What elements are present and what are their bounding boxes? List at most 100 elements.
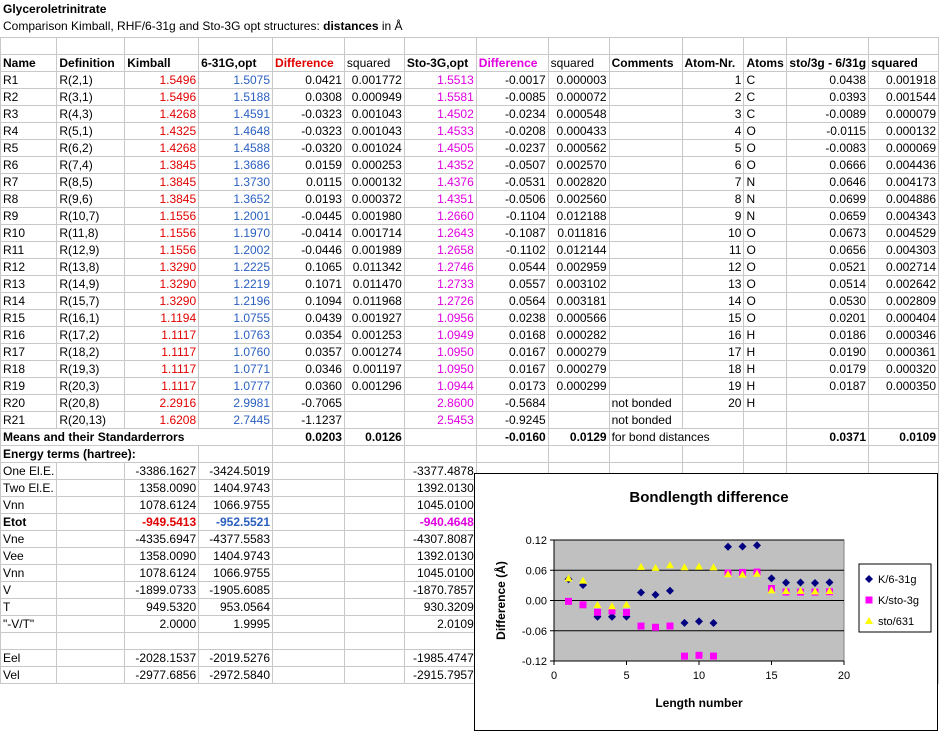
table-cell[interactable]: 1.2726 (403, 292, 477, 310)
table-cell[interactable]: 14 (681, 292, 745, 310)
table-cell[interactable]: -0.0085 (475, 88, 549, 106)
table-cell[interactable] (608, 241, 683, 259)
table-cell[interactable]: C (743, 105, 788, 123)
table-cell[interactable]: 0.011968 (343, 292, 405, 310)
table-cell[interactable]: 0.0115 (272, 173, 345, 191)
table-cell[interactable]: R5 (0, 139, 58, 157)
table-cell[interactable] (608, 139, 683, 157)
energy-label[interactable]: T (0, 598, 58, 616)
table-cell[interactable]: 0.000350 (868, 377, 939, 395)
energy-631g[interactable]: 1.9995 (198, 615, 274, 633)
table-cell[interactable]: 0.001989 (343, 241, 405, 259)
table-cell[interactable]: R(14,9) (56, 275, 126, 293)
energy-label[interactable]: Vee (0, 547, 58, 565)
table-cell[interactable]: 0.1065 (272, 258, 345, 276)
energy-631g[interactable] (198, 632, 274, 650)
table-cell[interactable]: 0.0354 (272, 326, 345, 344)
cell[interactable] (56, 649, 126, 667)
energy-kimball[interactable]: 1078.6124 (124, 564, 200, 582)
energy-kimball[interactable]: -4335.6947 (124, 530, 200, 548)
cell[interactable] (343, 445, 405, 463)
cell[interactable] (56, 513, 126, 531)
table-cell[interactable]: 1.2643 (403, 224, 477, 242)
table-cell[interactable]: 0.000069 (868, 139, 939, 157)
table-cell[interactable]: 0.1094 (272, 292, 345, 310)
table-cell[interactable]: 0.001296 (343, 377, 405, 395)
cell[interactable] (56, 37, 126, 55)
table-cell[interactable]: 10 (681, 224, 745, 242)
table-cell[interactable]: 0.0393 (786, 88, 870, 106)
table-cell[interactable]: 1.2196 (198, 292, 274, 310)
table-cell[interactable]: O (743, 275, 788, 293)
cell[interactable] (56, 479, 126, 497)
table-cell[interactable]: R(18,2) (56, 343, 126, 361)
table-cell[interactable]: 0.0167 (475, 343, 549, 361)
table-cell[interactable]: 5 (681, 139, 745, 157)
table-cell[interactable]: 1.1117 (124, 377, 200, 395)
table-cell[interactable]: 0.0186 (786, 326, 870, 344)
column-header[interactable]: Sto-3G,opt (403, 54, 477, 72)
table-cell[interactable]: R1 (0, 71, 58, 89)
table-cell[interactable]: -0.0506 (475, 190, 549, 208)
table-cell[interactable]: 1.2658 (403, 241, 477, 259)
energy-sto3g[interactable] (403, 632, 477, 650)
table-cell[interactable]: R21 (0, 411, 58, 429)
table-cell[interactable]: O (743, 224, 788, 242)
cell[interactable] (272, 37, 345, 55)
table-cell[interactable]: R17 (0, 343, 58, 361)
table-cell[interactable]: 1.3290 (124, 275, 200, 293)
table-cell[interactable]: -0.5684 (475, 394, 549, 412)
table-cell[interactable]: 0.1071 (272, 275, 345, 293)
energy-sto3g[interactable]: 1392.0130 (403, 547, 477, 565)
table-cell[interactable]: 1.1117 (124, 326, 200, 344)
cell[interactable] (56, 615, 126, 633)
cell[interactable] (343, 564, 405, 582)
table-cell[interactable]: 1.4533 (403, 122, 477, 140)
table-cell[interactable]: 1.4352 (403, 156, 477, 174)
table-cell[interactable]: 0.000404 (868, 309, 939, 327)
table-cell[interactable]: 0.011470 (343, 275, 405, 293)
table-cell[interactable]: 1.4325 (124, 122, 200, 140)
table-cell[interactable]: -0.0507 (475, 156, 549, 174)
table-cell[interactable]: O (743, 122, 788, 140)
means-label[interactable]: Means and their Standarderrors (0, 428, 274, 446)
table-cell[interactable] (608, 326, 683, 344)
cell[interactable] (403, 445, 477, 463)
energy-kimball[interactable]: 1358.0090 (124, 479, 200, 497)
table-cell[interactable]: 0.001024 (343, 139, 405, 157)
table-cell[interactable]: C (743, 71, 788, 89)
table-cell[interactable]: R14 (0, 292, 58, 310)
table-cell[interactable]: R7 (0, 173, 58, 191)
cell[interactable] (124, 37, 200, 55)
cell[interactable] (547, 37, 610, 55)
table-cell[interactable]: 0.0179 (786, 360, 870, 378)
table-cell[interactable]: R9 (0, 207, 58, 225)
energy-kimball[interactable]: -3386.1627 (124, 462, 200, 480)
energy-label[interactable]: Vel (0, 666, 58, 684)
energy-sto3g[interactable]: 2.0109 (403, 615, 477, 633)
table-cell[interactable] (547, 411, 610, 429)
table-cell[interactable]: 20 (681, 394, 745, 412)
table-cell[interactable]: 1.3686 (198, 156, 274, 174)
cell[interactable] (56, 632, 126, 650)
chart-panel[interactable]: Bondlength difference 0.12 0.06 0.00 -0.06 -0… (474, 473, 938, 731)
table-cell[interactable]: 4 (681, 122, 745, 140)
table-cell[interactable] (343, 394, 405, 412)
table-cell[interactable] (868, 411, 939, 429)
energy-kimball[interactable]: -2977.6856 (124, 666, 200, 684)
table-cell[interactable]: 0.0308 (272, 88, 345, 106)
table-cell[interactable]: 0.0514 (786, 275, 870, 293)
column-header[interactable]: squared (343, 54, 405, 72)
table-cell[interactable]: 2 (681, 88, 745, 106)
table-cell[interactable]: 1.2746 (403, 258, 477, 276)
table-cell[interactable]: H (743, 394, 788, 412)
table-cell[interactable] (608, 173, 683, 191)
mean-diff-x[interactable]: 0.0371 (786, 428, 870, 446)
table-cell[interactable]: 0.001043 (343, 105, 405, 123)
energy-631g[interactable]: 1066.9755 (198, 564, 274, 582)
table-cell[interactable]: 11 (681, 241, 745, 259)
table-cell[interactable]: -0.0208 (475, 122, 549, 140)
table-cell[interactable] (608, 88, 683, 106)
means-comment[interactable]: for bond distances (608, 428, 745, 446)
table-cell[interactable]: 0.012188 (547, 207, 610, 225)
